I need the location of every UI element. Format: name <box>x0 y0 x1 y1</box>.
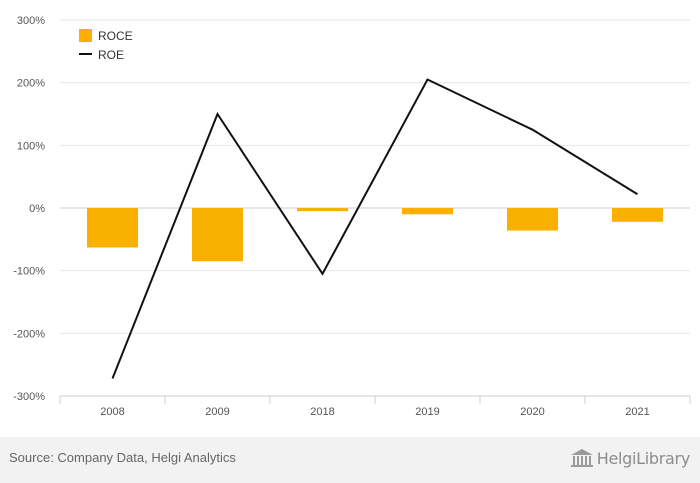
x-tick-label: 2018 <box>310 406 334 418</box>
roce-bar <box>192 208 243 262</box>
roce-bar <box>612 208 663 222</box>
source-note: Source: Company Data, Helgi Analytics <box>9 450 236 465</box>
x-tick-label: 2008 <box>100 406 124 418</box>
y-tick-label: 200% <box>17 78 45 90</box>
y-tick-label: -300% <box>13 391 45 403</box>
y-tick-label: 100% <box>17 140 45 152</box>
footer-background <box>0 437 700 483</box>
x-tick-label: 2021 <box>625 406 649 418</box>
x-tick-label: 2019 <box>415 406 439 418</box>
y-tick-label: -100% <box>13 266 45 278</box>
chart-svg: 300% 200% 100% 0% -100% -200% -300% 2008 2009 201… <box>13 15 691 418</box>
roce-bar <box>507 208 558 231</box>
library-building-icon <box>570 449 593 467</box>
brand-name: HelgiLibrary <box>596 448 691 468</box>
y-tick-label: -200% <box>13 328 45 340</box>
legend-label-roe: ROE <box>98 48 124 62</box>
x-tick-label: 2020 <box>520 406 544 418</box>
x-tick-label: 2009 <box>205 406 229 418</box>
roce-bar <box>402 208 453 215</box>
roce-bar <box>87 208 138 248</box>
roce-bar <box>297 208 348 212</box>
brand-logo[interactable]: HelgiLibrary <box>570 448 690 468</box>
legend-swatch-roce <box>79 29 92 42</box>
roe-line <box>111 78 639 379</box>
y-tick-label: 300% <box>17 15 45 27</box>
y-tick-label: 0% <box>29 203 45 215</box>
legend-label-roce: ROCE <box>98 29 133 43</box>
